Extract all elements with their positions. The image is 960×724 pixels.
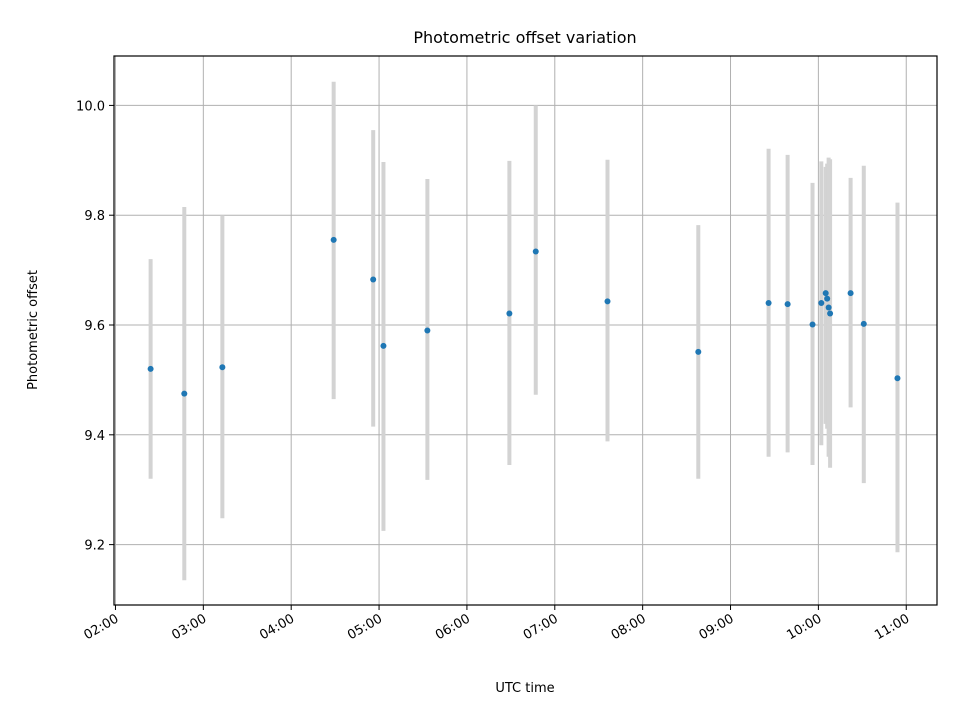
data-point [822, 290, 829, 297]
data-point [604, 298, 611, 305]
data-point [860, 320, 867, 327]
y-tick-label: 9.8 [84, 209, 105, 224]
y-tick-label: 9.4 [84, 429, 105, 444]
x-axis-label: UTC time [495, 681, 554, 696]
data-point [380, 342, 387, 349]
y-tick-label: 10.0 [76, 99, 105, 114]
data-point [765, 300, 772, 307]
data-point [532, 248, 539, 255]
data-point [695, 348, 702, 355]
data-point [818, 300, 825, 307]
data-point [370, 276, 377, 283]
data-point [219, 364, 226, 371]
data-point [424, 327, 431, 334]
y-axis: 9.2 9.4 9.6 9.8 10.0 [76, 99, 114, 554]
data-points [147, 236, 901, 397]
data-point [827, 310, 834, 317]
chart-title: Photometric offset variation [413, 28, 636, 47]
data-point [330, 236, 337, 243]
data-point [824, 295, 831, 302]
data-point [506, 310, 513, 317]
data-point [825, 304, 832, 311]
data-point [809, 321, 816, 328]
plot-frame [113, 55, 938, 606]
data-point [147, 365, 154, 372]
data-point [784, 301, 791, 308]
y-axis-label: Photometric offset [26, 270, 41, 390]
data-point [847, 290, 854, 297]
grid [114, 56, 937, 605]
y-tick-label: 9.2 [84, 539, 105, 554]
data-point [894, 375, 901, 382]
y-tick-label: 9.6 [84, 319, 105, 334]
data-point [181, 390, 188, 397]
